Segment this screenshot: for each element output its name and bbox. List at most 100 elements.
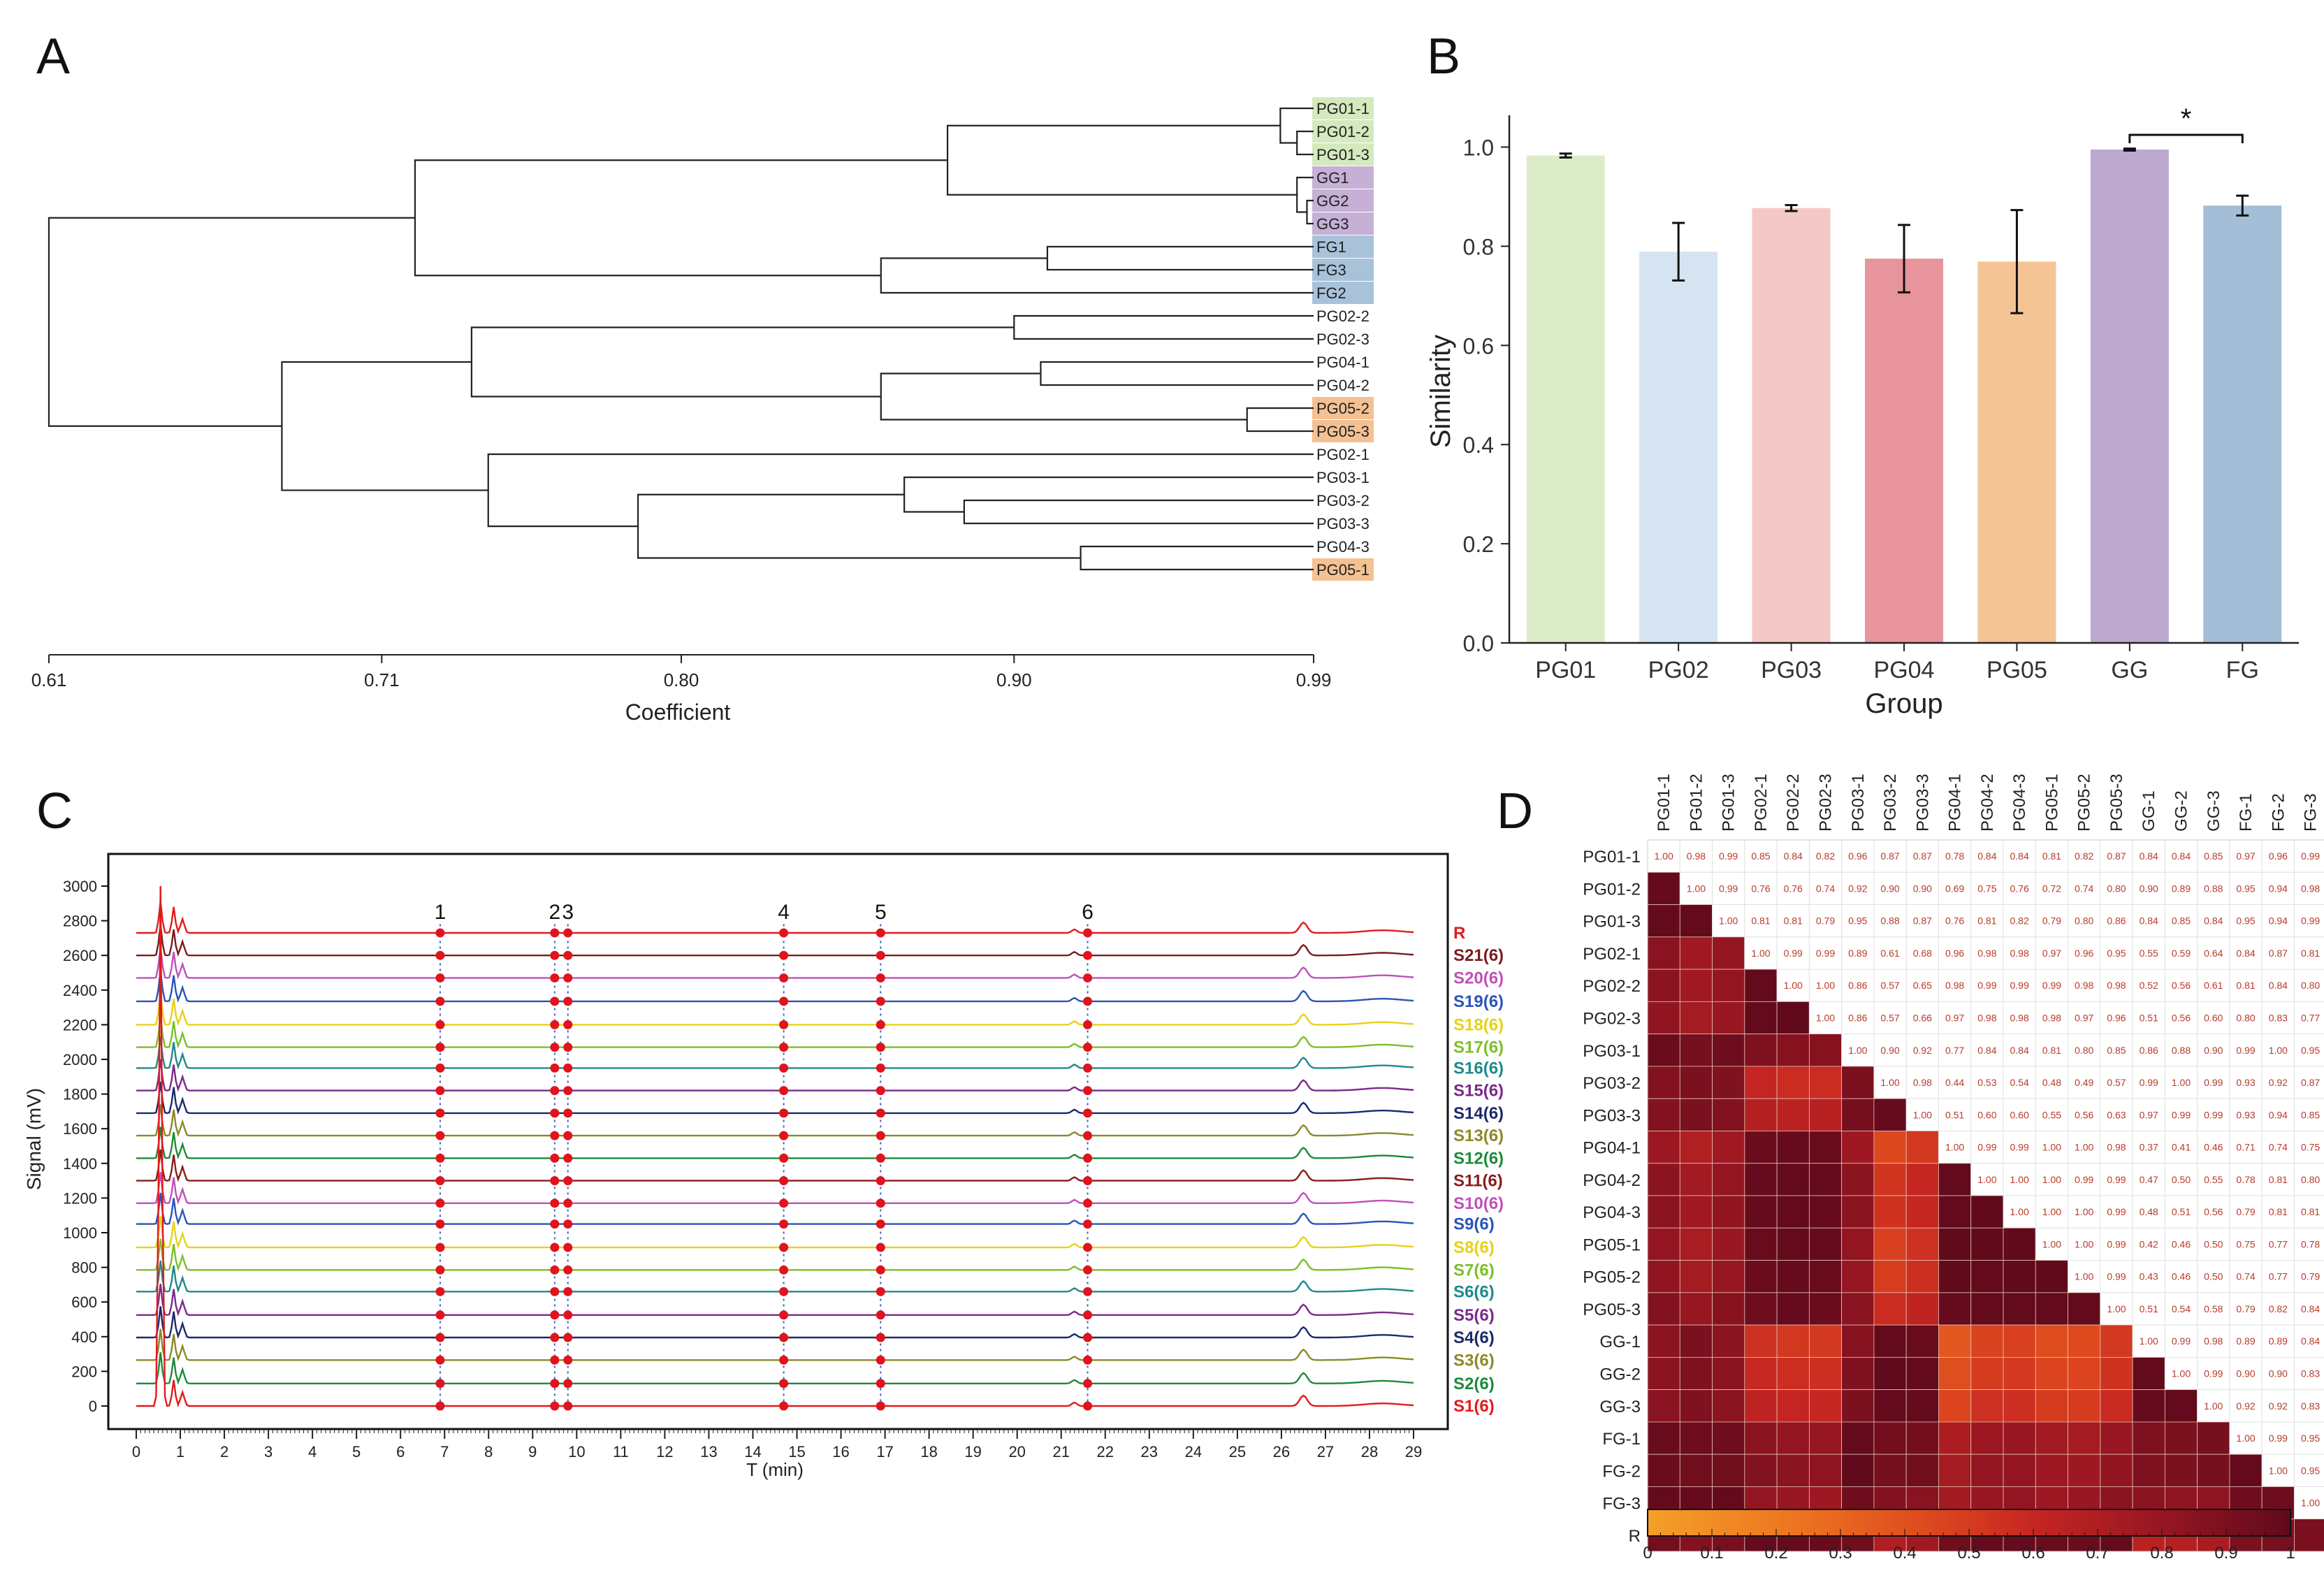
cell-value: 0.97	[2140, 1109, 2158, 1120]
heatmap-cell	[2164, 1195, 2198, 1229]
colorbar-label: 0	[1643, 1544, 1652, 1563]
peak-marker	[550, 1333, 560, 1342]
heatmap-cell	[2068, 1421, 2101, 1455]
cell-value: 0.60	[2010, 1109, 2029, 1120]
dendrogram-branch	[1246, 407, 1314, 433]
cell-value: 0.44	[1945, 1077, 1964, 1088]
x-tick-label: 0.80	[664, 669, 699, 690]
heatmap-cell	[1808, 1131, 1843, 1164]
peak-marker	[779, 928, 789, 938]
cell-value: 0.99	[1977, 1142, 1996, 1153]
cell-value: 0.98	[2107, 1142, 2126, 1153]
trace-line	[136, 901, 1414, 934]
y-tick-label: 0	[89, 1398, 97, 1415]
heatmap-cell	[1647, 1356, 1680, 1391]
heatmap-cell	[1744, 936, 1778, 970]
cell-value: 0.80	[2301, 1174, 2320, 1185]
peak-marker	[876, 1086, 885, 1096]
heatmap-cell	[1712, 1066, 1745, 1099]
heatmap-cell	[2132, 1066, 2165, 1099]
heatmap-cell	[1679, 1292, 1713, 1326]
peak-marker	[563, 1379, 573, 1389]
heatmap-cell	[2293, 1421, 2324, 1455]
leaf-label: PG01-1	[1316, 100, 1370, 117]
y-tick-label: 0.4	[1463, 433, 1494, 458]
peak-marker	[435, 1333, 445, 1342]
peak-marker	[550, 1379, 560, 1389]
cell-value: 0.78	[1945, 850, 1964, 862]
heatmap-cell	[1808, 1260, 1843, 1293]
cell-value: 0.98	[2107, 980, 2126, 991]
heatmap-cell	[1776, 1163, 1810, 1196]
y-tick-label: 1000	[63, 1224, 97, 1242]
trace-line	[136, 1306, 1414, 1339]
x-tick-label: PG01	[1535, 657, 1596, 683]
peak-label: 1	[435, 901, 446, 924]
heatmap-cell	[2261, 936, 2295, 970]
cell-value: 0.51	[2140, 1303, 2158, 1314]
row-label: PG02-3	[1583, 1010, 1641, 1029]
peak-marker	[779, 1176, 789, 1186]
peak-marker	[779, 1355, 789, 1365]
heatmap-cell	[1905, 1131, 1939, 1164]
heatmap-cell	[2068, 1130, 2101, 1164]
heatmap-cell	[1938, 1260, 1972, 1293]
leaf-label: FG3	[1316, 261, 1346, 279]
cell-value: 0.76	[1784, 883, 1803, 894]
trace-label: S4(6)	[1453, 1328, 1495, 1347]
heatmap-cell	[1808, 1163, 1843, 1196]
trace-label: S16(6)	[1453, 1059, 1504, 1078]
y-tick-label: 3000	[63, 878, 97, 895]
heatmap-cell	[1938, 1389, 1972, 1423]
cell-value: 1.00	[1848, 1045, 1867, 1056]
heatmap-cell	[2164, 904, 2198, 938]
peak-marker	[1083, 1198, 1093, 1208]
heatmap-cell	[1970, 1324, 2004, 1358]
cell-value: 0.75	[2236, 1238, 2255, 1249]
cell-value: 0.66	[1913, 1013, 1932, 1024]
heatmap-cell	[1808, 1389, 1843, 1423]
heatmap-cell	[1647, 904, 1680, 938]
peak-marker	[1083, 928, 1093, 938]
trace-line	[136, 1328, 1414, 1362]
row-label: GG-3	[1599, 1398, 1641, 1416]
leaf-highlight	[1312, 235, 1374, 258]
cell-value: 0.84	[1977, 850, 1996, 862]
peak-marker	[779, 1242, 789, 1252]
heatmap-cell	[1808, 1454, 1843, 1487]
heatmap-cell	[1744, 1292, 1778, 1326]
cell-value: 0.81	[2269, 1206, 2288, 1217]
heatmap-cell	[1712, 1131, 1745, 1164]
dendrogram-branch	[1279, 107, 1314, 144]
significance-star: *	[2181, 103, 2192, 134]
leaf-label: PG05-3	[1316, 423, 1370, 440]
cell-value: 0.83	[2301, 1400, 2320, 1412]
x-axis-title: T (min)	[746, 1459, 804, 1480]
cell-value: 0.99	[1784, 948, 1803, 959]
heatmap-cell	[1873, 1163, 1907, 1196]
y-tick-label: 2000	[63, 1051, 97, 1068]
panel-label-a: A	[36, 29, 70, 85]
heatmap-cell	[1873, 1131, 1907, 1164]
heatmap-cell	[2164, 969, 2198, 1002]
peak-marker	[435, 1063, 445, 1073]
heatmap-cell	[1841, 1260, 1875, 1293]
cell-value: 0.84	[1977, 1045, 1996, 1056]
heatmap-cell	[1841, 1389, 1875, 1423]
y-axis-title: Similarity	[1425, 335, 1456, 448]
trace-label: S13(6)	[1453, 1126, 1504, 1145]
heatmap-cell	[1905, 1454, 1939, 1487]
peak-marker	[876, 1131, 885, 1140]
leaf-label: PG01-2	[1316, 123, 1370, 140]
heatmap-cell	[2197, 1098, 2230, 1131]
dendrogram-branch	[963, 499, 1314, 525]
peak-marker	[876, 973, 885, 983]
heatmap-cell	[1841, 1131, 1875, 1164]
heatmap-cell	[1905, 1163, 1939, 1196]
heatmap-cell	[1905, 904, 1939, 938]
cell-value: 0.97	[1945, 1013, 1964, 1024]
peak-marker	[563, 1043, 573, 1052]
row-label: PG01-2	[1583, 880, 1641, 899]
heatmap-cell	[2261, 1454, 2295, 1487]
